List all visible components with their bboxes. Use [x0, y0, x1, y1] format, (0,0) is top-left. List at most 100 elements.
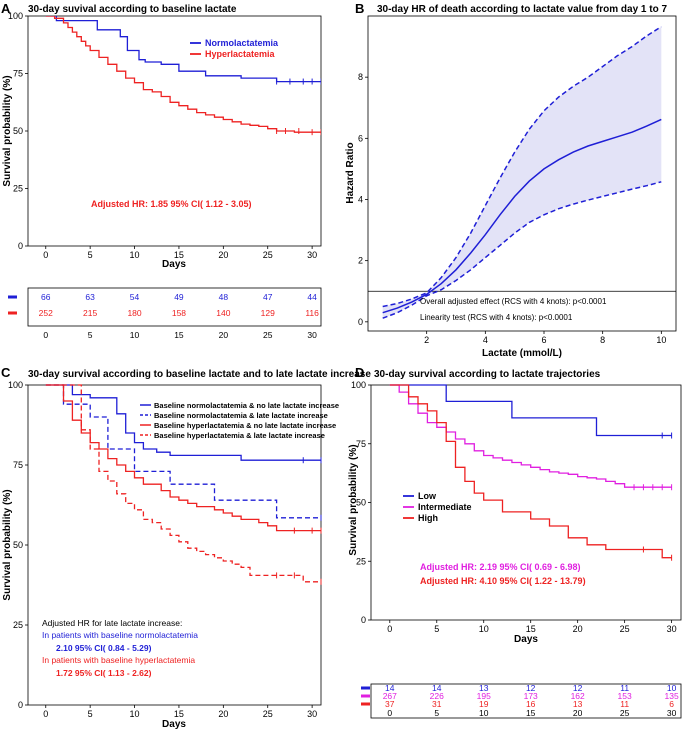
- risk-count: 158: [172, 308, 186, 318]
- legend-high-label: High: [418, 513, 438, 523]
- risk-count: 12: [526, 683, 536, 693]
- risk-count: 48: [219, 292, 229, 302]
- risk-time-label: 15: [526, 708, 536, 718]
- panel-b-y-ticks: 0 2 4 6 8: [358, 72, 368, 327]
- risk-count: 49: [174, 292, 184, 302]
- y-tick-label: 0: [361, 615, 366, 625]
- risk-count: 180: [127, 308, 141, 318]
- panel-a-title: 30-day suvival according to baseline lac…: [28, 4, 237, 15]
- x-tick-label: 5: [88, 250, 93, 260]
- panel-a-series: [45, 16, 321, 136]
- series-line-1: [45, 16, 321, 83]
- risk-count: 54: [130, 292, 140, 302]
- risk-count: 116: [305, 308, 319, 318]
- series-line-2: [389, 384, 672, 488]
- panel-c-hyper-label: In patients with baseline hyperlactatemi…: [42, 655, 195, 665]
- x-tick-label: 5: [88, 709, 93, 719]
- legend-c2-label: Baseline normolactatemia & late lactate …: [154, 411, 328, 420]
- x-tick-label: 10: [130, 250, 140, 260]
- panel-d-title: 30-day survival according to lactate tra…: [374, 369, 601, 380]
- panel-d-hr-intermediate: Adjusted HR: 2.19 95% CI( 0.69 - 6.98): [420, 562, 581, 572]
- risk-count: 140: [216, 308, 230, 318]
- risk-time-label: 15: [174, 330, 184, 340]
- risk-count: 252: [39, 308, 53, 318]
- risk-count: 215: [83, 308, 97, 318]
- x-tick-label: 25: [263, 709, 273, 719]
- risk-count: 267: [383, 691, 397, 701]
- panel-c-x-label: Days: [162, 719, 186, 730]
- panel-d-x-ticks: 0 5 10 15 20 25 30: [387, 620, 677, 634]
- panel-a-hr-annotation: Adjusted HR: 1.85 95% CI( 1.12 - 3.05): [91, 199, 252, 209]
- risk-count: 6: [669, 699, 674, 709]
- risk-count: 162: [571, 691, 585, 701]
- panel-d-hr-high: Adjusted HR: 4.10 95% CI( 1.22 - 13.79): [420, 576, 586, 586]
- panel-c: C 30-day survival according to baseline …: [1, 365, 371, 730]
- panel-d-y-ticks: 0 25 50 75 100: [351, 380, 371, 625]
- panel-c-y-ticks: 0 25 50 75 100: [8, 380, 28, 710]
- y-tick-label: 100: [8, 380, 23, 390]
- panel-d-label: D: [355, 365, 364, 380]
- risk-time-label: 5: [434, 708, 439, 718]
- panel-c-hyper-hr: 1.72 95% CI( 1.13 - 2.62): [56, 668, 152, 678]
- risk-time-label: 0: [43, 330, 48, 340]
- panel-b-x-label: Lactate (mmol/L): [482, 348, 562, 359]
- y-tick-label: 100: [351, 380, 366, 390]
- risk-time-label: 20: [573, 708, 583, 718]
- panel-a: A 30-day suvival according to baseline l…: [1, 1, 322, 340]
- x-tick-label: 0: [43, 250, 48, 260]
- risk-count: 129: [261, 308, 275, 318]
- x-tick-label: 10: [130, 709, 140, 719]
- x-tick-label: 15: [174, 709, 184, 719]
- panel-d-series: [389, 384, 673, 561]
- risk-count: 16: [526, 699, 536, 709]
- x-tick-label: 25: [263, 250, 273, 260]
- x-tick-label: 0: [43, 709, 48, 719]
- legend-normo-label: Normolactatemia: [205, 38, 279, 48]
- risk-count: 10: [667, 683, 677, 693]
- panel-c-label: C: [1, 365, 11, 380]
- x-tick-label: 10: [479, 624, 489, 634]
- legend-c1-label: Baseline normolactatemia & no late lacta…: [154, 401, 339, 410]
- panel-b-label: B: [355, 1, 364, 16]
- risk-time-label: 25: [263, 330, 273, 340]
- risk-count: 37: [385, 699, 395, 709]
- y-tick-label: 75: [13, 69, 23, 79]
- x-tick-label: 20: [218, 709, 228, 719]
- y-tick-label: 0: [358, 317, 363, 327]
- panel-c-normo-hr: 2.10 95% CI( 0.84 - 5.29): [56, 643, 152, 653]
- risk-count: 44: [307, 292, 317, 302]
- x-tick-label: 2: [424, 335, 429, 345]
- risk-time-label: 20: [219, 330, 229, 340]
- y-tick-label: 75: [356, 439, 366, 449]
- x-tick-label: 8: [600, 335, 605, 345]
- x-tick-label: 4: [483, 335, 488, 345]
- panel-a-x-ticks: 0 5 10 15 20 25 30: [43, 246, 317, 260]
- panel-b-linearity-test: Linearity test (RCS with 4 knots): p<0.0…: [420, 313, 573, 322]
- panel-b-x-ticks: 2 4 6 8 10: [424, 331, 666, 345]
- panel-a-x-label: Days: [162, 259, 186, 270]
- risk-count: 66: [41, 292, 51, 302]
- legend-c4-label: Baseline hyperlactatemia & late lactate …: [154, 431, 325, 440]
- y-tick-label: 4: [358, 194, 363, 204]
- y-tick-label: 2: [358, 256, 363, 266]
- panel-d-risk-table-frame: [370, 683, 682, 719]
- y-tick-label: 50: [13, 126, 23, 136]
- series-line-2: [382, 26, 662, 308]
- x-tick-label: 20: [573, 624, 583, 634]
- panel-a-legend: Normolactatemia Hyperlactatemia: [190, 38, 279, 59]
- y-tick-label: 8: [358, 72, 363, 82]
- panel-b-overall-effect: Overall adjusted effect (RCS with 4 knot…: [420, 297, 607, 306]
- legend-hyper-label: Hyperlactatemia: [205, 49, 276, 59]
- x-tick-label: 10: [656, 335, 666, 345]
- series-line-3: [382, 181, 662, 319]
- y-tick-label: 75: [13, 460, 23, 470]
- panel-c-hr-header: Adjusted HR for late lactate increase:: [42, 618, 182, 628]
- risk-count: 63: [85, 292, 95, 302]
- panel-d-x-label: Days: [514, 634, 538, 645]
- y-tick-label: 25: [356, 556, 366, 566]
- panel-d-legend: Low Intermediate High: [403, 491, 472, 523]
- panel-a-y-label: Survival probability (%): [2, 75, 13, 186]
- x-tick-label: 15: [174, 250, 184, 260]
- series-line-1: [382, 118, 662, 314]
